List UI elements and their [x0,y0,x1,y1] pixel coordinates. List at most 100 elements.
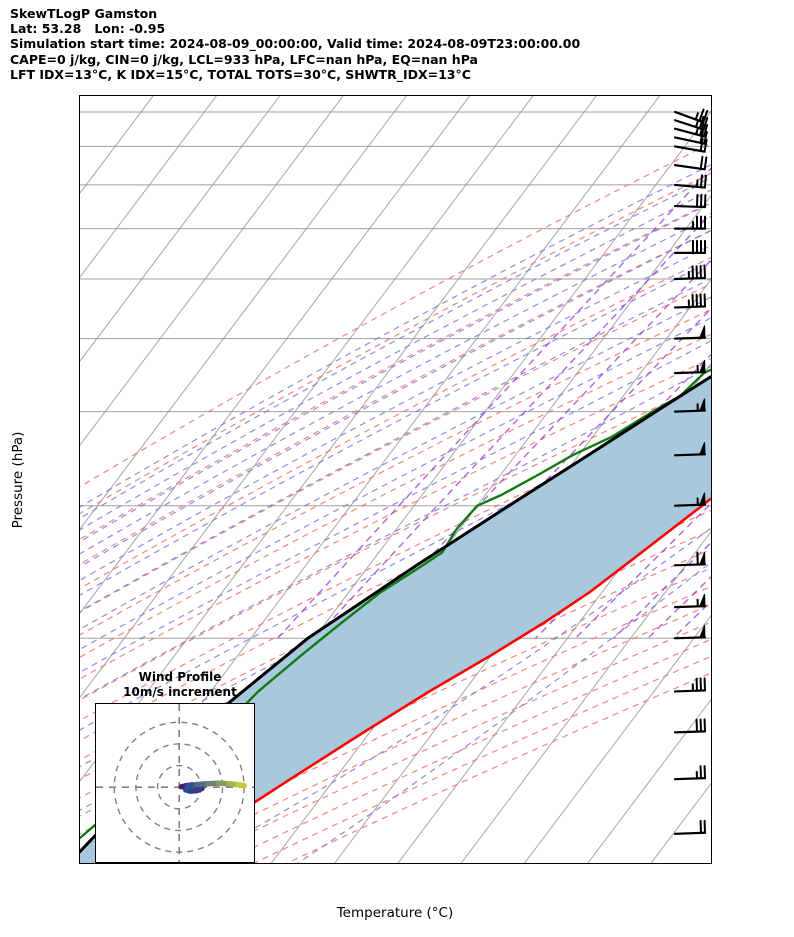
indices-line: LFT IDX=13°C, K IDX=15°C, TOTAL TOTS=30°… [10,66,471,82]
wind-barb [673,293,707,309]
pressure-tick-mark [79,412,80,413]
barb-half [694,112,699,121]
pressure-tick-mark [79,146,80,147]
dry-adiabat-line [80,229,711,565]
moist-adiabat-line [80,340,711,673]
barb-pennant [699,325,706,339]
wind-barb [673,130,708,145]
wind-barb [673,442,707,457]
mixing-ratio-line [395,307,711,639]
barb-pennant [699,398,706,412]
hodograph-canvas [96,704,254,862]
isotherm-line [80,96,407,530]
mixing-ratio-line [314,212,711,639]
wind-barb [673,122,709,138]
barb-pennant [699,552,706,565]
barb-full [702,123,709,138]
wind-barb [673,215,707,230]
dry-adiabat-line [80,283,711,613]
barb-full [699,130,704,144]
barb-full [698,115,705,130]
dry-adiabat-line [80,142,711,488]
pressure-tick-mark [79,112,80,113]
parcel-path-curve [162,496,711,863]
moist-adiabat-line [80,164,711,508]
barb-full [703,130,708,145]
header-text-block: SkewTLogP Gamston Lat: 53.28 Lon: -0.95 … [10,6,790,82]
barb-pennant [699,625,706,638]
pressure-tick-mark [79,506,80,507]
isotherm-line [523,614,711,863]
barb-pennant [699,359,706,373]
cape-line: CAPE=0 j/kg, CIN=0 j/kg, LCL=933 hPa, LF… [10,51,478,67]
barb-half [694,119,699,129]
barb-full [703,174,707,189]
wind-barb [673,625,707,640]
temperature-tick-mark [397,863,398,864]
barb-full [699,155,704,170]
y-axis-label: Pressure (hPa) [10,431,26,529]
pressure-tick-mark [79,339,80,340]
barb-shaft [673,136,706,145]
isotherm-line [587,698,711,863]
location-line: Lat: 53.28 Lon: -0.95 [10,21,166,37]
temperature-tick-mark [523,863,524,864]
isotherm-line [80,96,281,362]
temperature-curve [80,374,711,854]
barb-full [702,109,709,124]
hodograph-trace-segment [234,781,247,789]
x-axis-label: Temperature (°C) [336,905,454,921]
dry-adiabat-line [80,308,711,636]
wind-barb [673,239,707,254]
wind-barb [673,174,707,189]
isotherm-line [80,96,470,614]
moist-adiabat-line [80,277,711,612]
barb-pennant [699,593,706,607]
barb-half [695,127,699,136]
temperature-tick-mark [650,863,651,864]
mixing-ratio-line [277,167,711,639]
hodograph-title-line1: Wind Profile [138,670,222,684]
temperature-tick-mark [207,863,208,864]
pressure-tick-mark [79,638,80,639]
hodograph-title-line2: 10m/s increment [123,685,237,699]
moist-adiabat-line [192,527,711,863]
barb-half [695,179,699,188]
isotherm-line [80,96,344,446]
barb-full [699,174,703,189]
pressure-tick-mark [79,279,80,280]
wind-barb [673,819,707,835]
moist-adiabat-line [80,244,711,582]
barb-pennant [699,492,706,506]
wind-barb [673,264,707,281]
wind-barb [673,193,707,209]
temperature-tick-mark [460,863,461,864]
dry-adiabat-line [80,172,711,515]
barb-pennant [699,442,706,455]
isotherm-line [80,96,534,698]
temperature-tick-mark [270,863,271,864]
isotherm-line [80,96,217,278]
moist-adiabat-line [80,393,711,731]
wind-barb [673,551,707,567]
dewpoint-curve [80,368,711,840]
wind-barb [673,359,707,375]
wind-barb [673,138,708,153]
time-line: Simulation start time: 2024-08-09_00:00:… [10,36,581,52]
temperature-tick-mark [143,863,144,864]
pressure-tick-mark [79,229,80,230]
title-line: SkewTLogP Gamston [10,6,158,21]
wind-barb [673,677,707,693]
dry-adiabat-line [80,333,711,658]
wind-barb [673,492,707,507]
barb-full [702,117,709,131]
mixing-ratio-line [353,259,711,639]
dry-adiabat-line [80,403,711,722]
isotherm-line [460,530,711,863]
barb-full [698,108,705,122]
wind-barb [673,325,707,340]
temperature-tick-mark [333,863,334,864]
barb-full [703,138,708,153]
hodograph-inset [95,703,255,863]
